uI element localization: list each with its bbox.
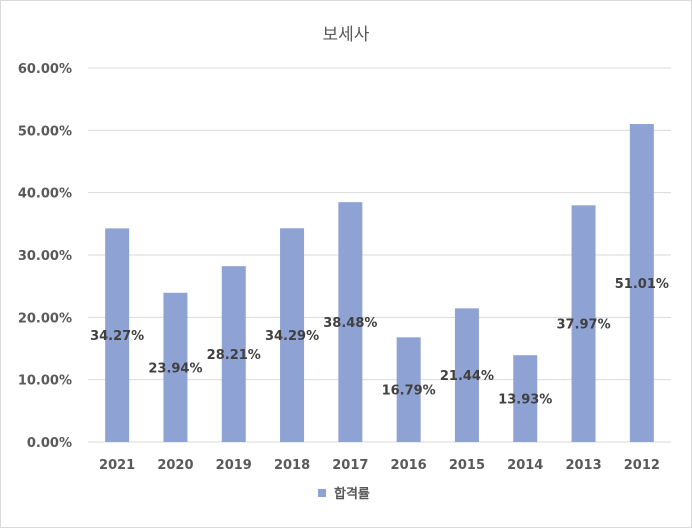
x-axis-ticks: 2021 2020 2019 2018 2017 2016 2015 2014 2013 2012 [99,458,660,473]
bar [629,124,654,443]
legend: 합격률 [318,486,370,502]
bar [163,292,188,442]
data-labels: 34.27% 23.94% 28.21% 34.29% 38.48% 16.79% 21.4… [90,277,669,408]
y-tick-label: 30.00% [18,249,72,264]
x-tick-label: 2013 [565,458,601,473]
data-label: 21.44% [440,369,494,384]
x-tick-label: 2012 [624,458,660,473]
data-label: 37.97% [556,318,610,333]
x-tick-label: 2020 [157,458,193,473]
x-tick-label: 2014 [507,458,543,473]
data-label: 34.27% [90,329,144,344]
data-label: 38.48% [323,316,377,331]
bars [105,124,654,443]
bar [280,228,305,442]
y-tick-label: 60.00% [18,62,72,77]
y-tick-label: 40.00% [18,187,72,202]
data-label: 13.93% [498,393,552,408]
bar [338,202,363,442]
chart-title: 보세사 [323,25,370,45]
y-tick-label: 10.00% [18,374,72,389]
data-label: 23.94% [148,361,202,376]
x-tick-label: 2021 [99,458,135,473]
data-label: 34.29% [265,329,319,344]
bar [396,337,421,442]
data-label: 16.79% [382,384,436,399]
data-label: 51.01% [615,277,669,292]
x-tick-label: 2019 [216,458,252,473]
bar [105,228,130,442]
x-tick-label: 2015 [449,458,485,473]
legend-label: 합격률 [334,486,370,502]
x-tick-label: 2016 [391,458,427,473]
x-tick-label: 2018 [274,458,310,473]
bar [221,266,246,442]
y-axis-ticks: 0.00% 10.00% 20.00% 30.00% 40.00% 50.00% 60.00… [18,62,72,451]
bar [513,355,538,442]
bar [571,205,596,442]
x-tick-label: 2017 [332,458,368,473]
y-tick-label: 0.00% [27,436,72,451]
y-tick-label: 20.00% [18,311,72,326]
data-label: 28.21% [207,348,261,363]
legend-swatch [318,489,326,497]
bar [454,308,479,442]
y-tick-label: 50.00% [18,124,72,139]
